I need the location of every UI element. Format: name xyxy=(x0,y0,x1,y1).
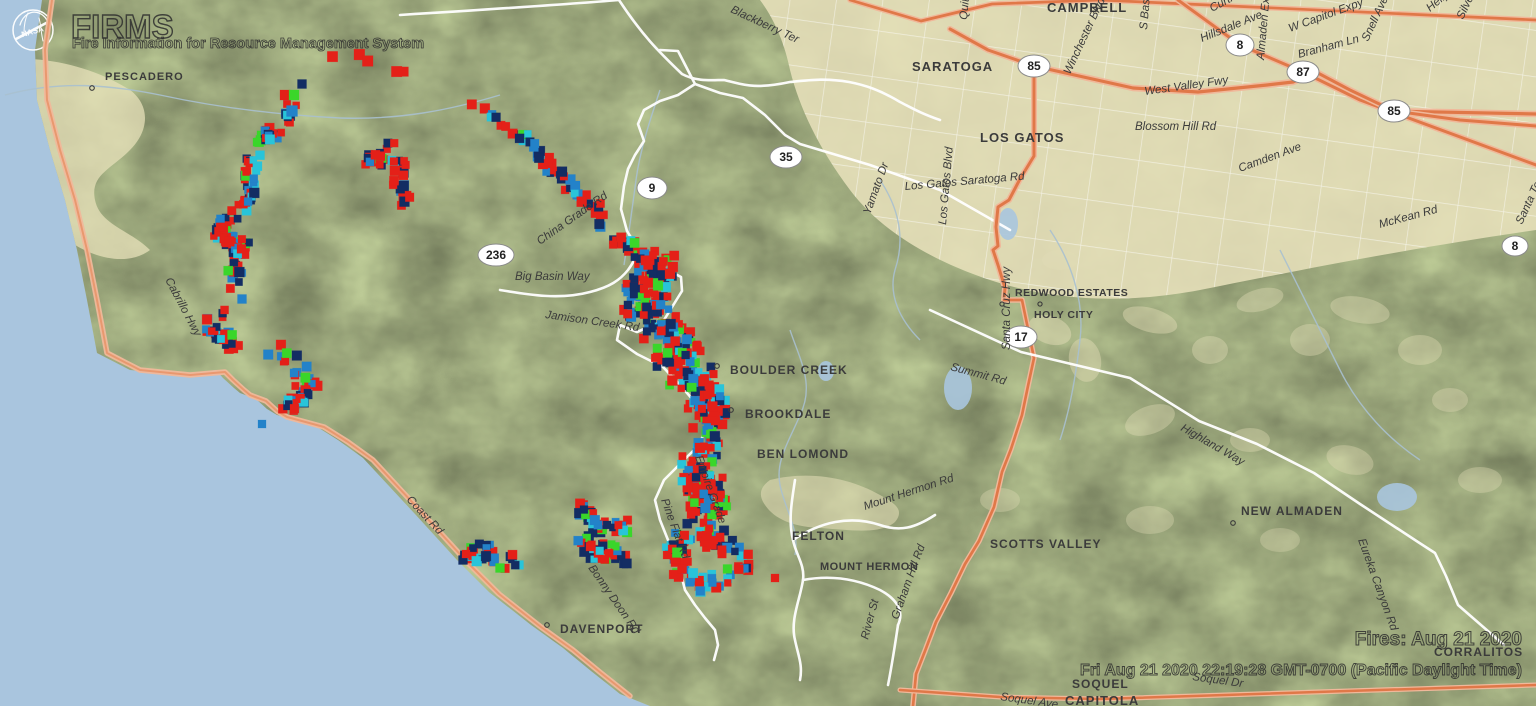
svg-text:Big Basin Way: Big Basin Way xyxy=(515,271,591,283)
svg-text:FELTON: FELTON xyxy=(792,529,845,543)
svg-text:85: 85 xyxy=(1387,104,1401,118)
svg-text:8: 8 xyxy=(1512,239,1519,253)
svg-text:8: 8 xyxy=(1237,38,1244,52)
svg-text:236: 236 xyxy=(486,248,506,262)
svg-text:85: 85 xyxy=(1027,59,1041,73)
svg-text:Fires: Aug 21 2020: Fires: Aug 21 2020 xyxy=(1355,629,1522,650)
svg-text:Blossom Hill Rd: Blossom Hill Rd xyxy=(1135,121,1217,133)
svg-text:BROOKDALE: BROOKDALE xyxy=(745,407,831,421)
svg-text:Fri Aug 21 2020 22:19:28 GMT-0: Fri Aug 21 2020 22:19:28 GMT-0700 (Pacif… xyxy=(1080,662,1522,679)
svg-text:Fire Information for Resource: Fire Information for Resource Management… xyxy=(72,36,424,52)
svg-text:9: 9 xyxy=(649,181,656,195)
svg-text:PESCADERO: PESCADERO xyxy=(105,71,184,83)
svg-text:BEN LOMOND: BEN LOMOND xyxy=(757,447,849,461)
svg-text:HOLY CITY: HOLY CITY xyxy=(1034,309,1093,321)
svg-text:BOULDER CREEK: BOULDER CREEK xyxy=(730,363,848,377)
svg-text:CAPITOLA: CAPITOLA xyxy=(1065,693,1139,706)
svg-text:CAMPBELL: CAMPBELL xyxy=(1047,0,1127,15)
svg-text:SARATOGA: SARATOGA xyxy=(912,59,993,74)
svg-text:35: 35 xyxy=(779,150,793,164)
svg-text:Santa Cruz Hwy: Santa Cruz Hwy xyxy=(1001,266,1013,350)
svg-text:NEW ALMADEN: NEW ALMADEN xyxy=(1241,504,1343,518)
svg-text:17: 17 xyxy=(1014,330,1028,344)
svg-text:SCOTTS VALLEY: SCOTTS VALLEY xyxy=(990,537,1101,551)
svg-text:REDWOOD ESTATES: REDWOOD ESTATES xyxy=(1015,287,1128,299)
svg-text:SOQUEL: SOQUEL xyxy=(1072,677,1129,691)
svg-text:MOUNT HERMON: MOUNT HERMON xyxy=(820,561,918,573)
svg-text:LOS GATOS: LOS GATOS xyxy=(980,130,1064,145)
svg-text:87: 87 xyxy=(1296,65,1310,79)
